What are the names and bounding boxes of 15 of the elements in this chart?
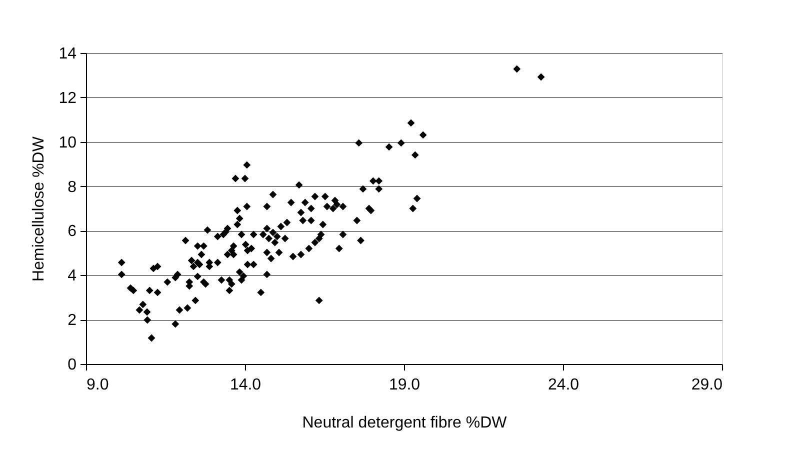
x-tick-label: 19.0 bbox=[388, 376, 420, 394]
y-tick-label: 0 bbox=[68, 356, 77, 374]
y-axis-title: Hemicellulose %DW bbox=[30, 136, 48, 282]
x-tick-label: 29.0 bbox=[691, 376, 723, 394]
y-tick-label: 10 bbox=[58, 134, 77, 152]
y-tick-label: 2 bbox=[68, 312, 77, 330]
y-tick-label: 14 bbox=[58, 46, 77, 62]
y-tick-label: 4 bbox=[68, 268, 77, 285]
y-tick-label: 8 bbox=[68, 178, 77, 196]
x-tick-label: 24.0 bbox=[548, 376, 580, 394]
y-tick-label: 6 bbox=[68, 223, 77, 240]
y-tick-label: 12 bbox=[58, 90, 77, 107]
x-axis-title: Neutral detergent fibre %DW bbox=[302, 414, 508, 432]
x-tick-label: 9.0 bbox=[86, 376, 109, 394]
x-tick-label: 14.0 bbox=[230, 376, 262, 394]
